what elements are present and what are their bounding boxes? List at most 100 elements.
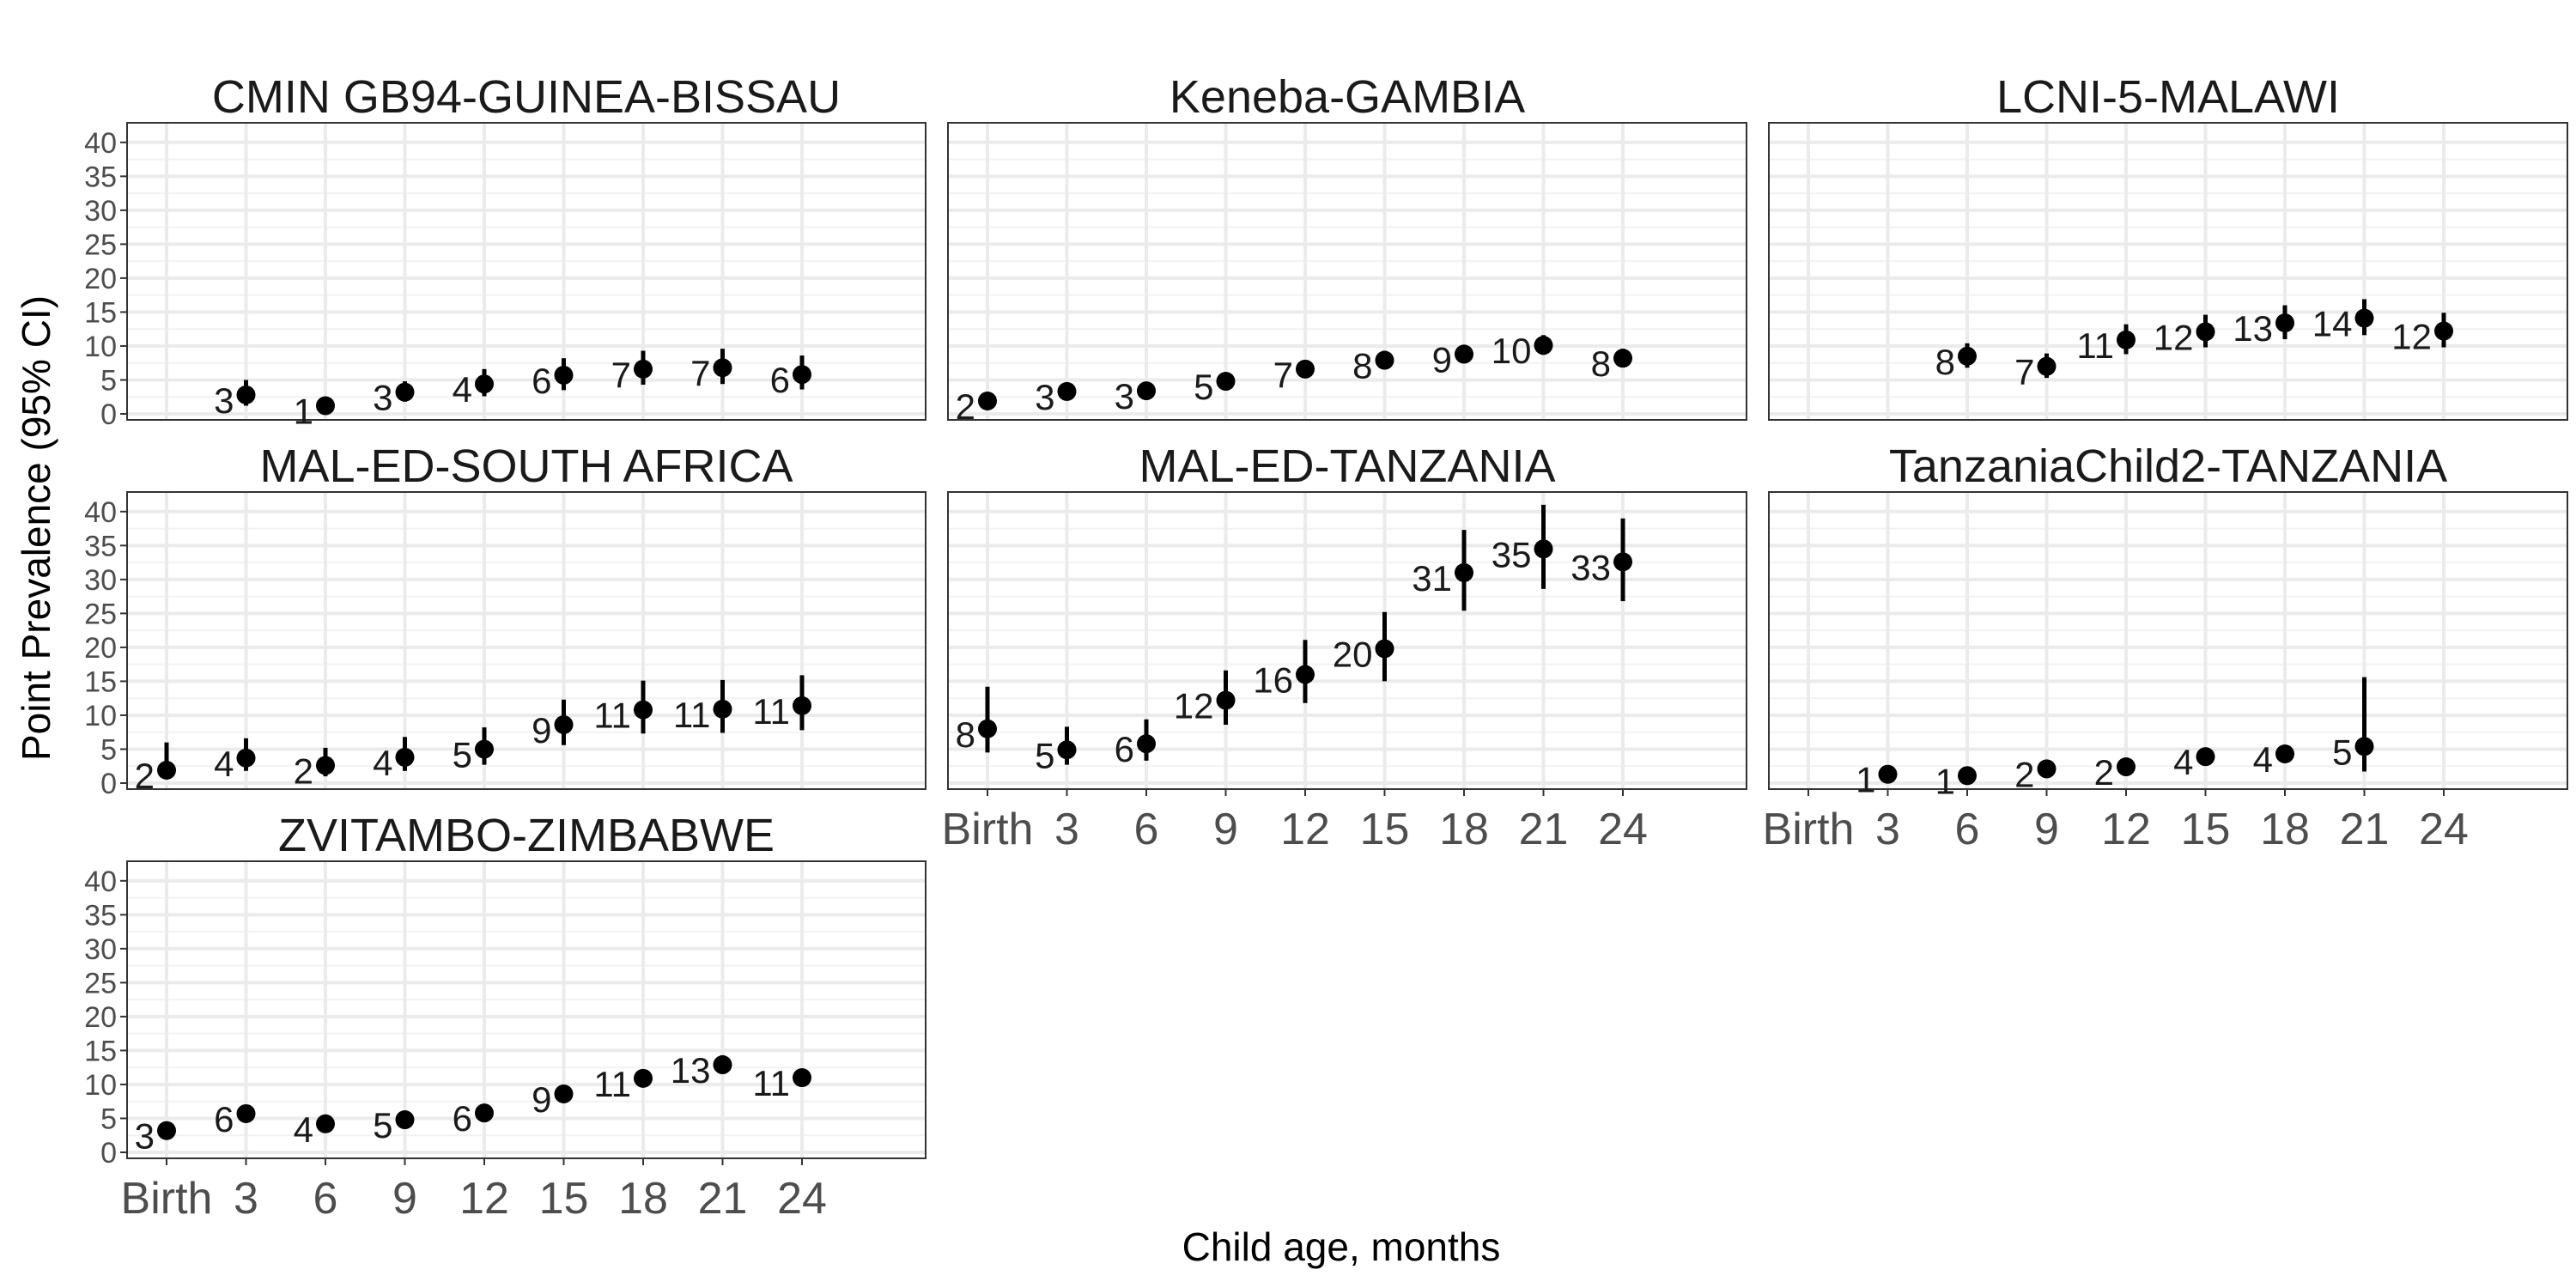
data-label: 8 (956, 714, 975, 755)
data-point (634, 700, 653, 720)
data-label: 7 (2014, 352, 2034, 392)
data-point (1455, 562, 1473, 582)
x-tick-label: 21 (1519, 805, 1569, 854)
data-label: 3 (214, 380, 234, 421)
panel-border (126, 491, 927, 790)
x-tick-label: 9 (1213, 805, 1238, 854)
data-label: 2 (2094, 752, 2114, 793)
data-point (554, 1084, 574, 1104)
data-label: 5 (1035, 735, 1054, 775)
data-label: 35 (1492, 534, 1532, 574)
y-tick-label: 15 (84, 1035, 117, 1067)
y-tick-label: 10 (84, 331, 117, 363)
data-point (793, 1068, 811, 1088)
x-axis-title: Child age, months (1182, 1224, 1501, 1269)
data-label: 3 (135, 1116, 155, 1157)
data-point (1958, 766, 1977, 786)
data-point (236, 748, 256, 768)
data-label: 20 (1333, 634, 1373, 674)
data-label: 11 (673, 695, 711, 735)
data-label: 3 (1035, 377, 1054, 417)
data-label: 1 (1856, 760, 1875, 800)
data-point (2037, 356, 2057, 376)
y-tick-label: 0 (100, 398, 117, 431)
data-label: 12 (2391, 317, 2432, 357)
data-label: 6 (770, 360, 790, 400)
data-label: 7 (1273, 355, 1293, 395)
y-tick-label: 10 (84, 1069, 117, 1102)
x-tick-label: Birth (942, 805, 1034, 854)
data-point (2117, 330, 2136, 349)
data-point (316, 756, 335, 775)
data-point (1455, 344, 1473, 364)
data-point (634, 1068, 653, 1088)
data-point (2434, 321, 2453, 341)
data-point (1878, 764, 1898, 784)
data-point (978, 719, 997, 738)
y-tick-label: 40 (84, 866, 117, 898)
data-label: 5 (453, 734, 472, 775)
data-label: 9 (532, 710, 551, 750)
data-point (2117, 757, 2136, 777)
data-label: 2 (2014, 754, 2034, 794)
panel-border (126, 860, 927, 1159)
data-label: 4 (2173, 742, 2193, 782)
y-tick-label: 20 (84, 632, 117, 665)
data-label: 5 (1194, 367, 1213, 407)
x-tick-label: 21 (698, 1174, 748, 1224)
panel-border (947, 491, 1747, 790)
y-tick-label: 5 (100, 364, 117, 397)
data-point (1296, 665, 1315, 684)
x-tick-label: 15 (1360, 805, 1410, 854)
y-tick-label: 30 (84, 564, 117, 597)
y-tick-label: 25 (84, 228, 117, 261)
data-point (634, 359, 653, 379)
data-point (2196, 322, 2215, 342)
data-label: 11 (752, 691, 790, 732)
x-tick-label: 24 (2419, 805, 2469, 854)
x-tick-label: 3 (234, 1174, 258, 1224)
y-tick-label: 20 (84, 263, 117, 295)
data-point (1375, 350, 1394, 370)
data-label: 4 (214, 744, 234, 784)
x-tick-label: 24 (1598, 805, 1648, 854)
y-tick-label: 15 (84, 665, 117, 698)
data-point (978, 391, 997, 410)
data-point (1613, 552, 1632, 572)
x-tick-label: 21 (2340, 805, 2390, 854)
data-label: 13 (671, 1050, 711, 1091)
data-label: 13 (2233, 308, 2273, 349)
data-label: 11 (593, 1064, 631, 1104)
x-tick-label: Birth (121, 1174, 213, 1224)
data-point (316, 396, 335, 416)
panel-title: CMIN GB94-GUINEA-BISSAU (212, 71, 841, 123)
y-tick-label: 35 (84, 899, 117, 932)
data-point (395, 382, 415, 402)
data-point (157, 760, 176, 780)
panel-title: MAL-ED-TANZANIA (1139, 440, 1555, 492)
panel-border (947, 122, 1747, 421)
panel-background (948, 492, 1747, 789)
data-label: 4 (373, 743, 392, 783)
y-tick-label: 0 (100, 1137, 117, 1170)
panel-background (127, 492, 926, 789)
data-label: 5 (2332, 732, 2352, 772)
data-point (554, 365, 574, 385)
panel-background (1769, 492, 2567, 789)
data-label: 12 (1174, 686, 1214, 726)
data-point (713, 1055, 732, 1075)
x-tick-label: 18 (2260, 805, 2310, 854)
data-label: 2 (956, 386, 975, 427)
data-point (2196, 747, 2215, 767)
data-label: 7 (611, 355, 631, 395)
panel-lcni-5-malawi: LCNI-5-MALAWI 8 7 11 12 13 14 12 (1768, 71, 2568, 421)
data-label: 6 (532, 361, 551, 401)
x-tick-label: 12 (1280, 805, 1330, 854)
data-label: 12 (2154, 317, 2194, 357)
data-point (1375, 639, 1394, 659)
data-point (475, 1103, 494, 1123)
x-tick-label: 12 (2101, 805, 2151, 854)
